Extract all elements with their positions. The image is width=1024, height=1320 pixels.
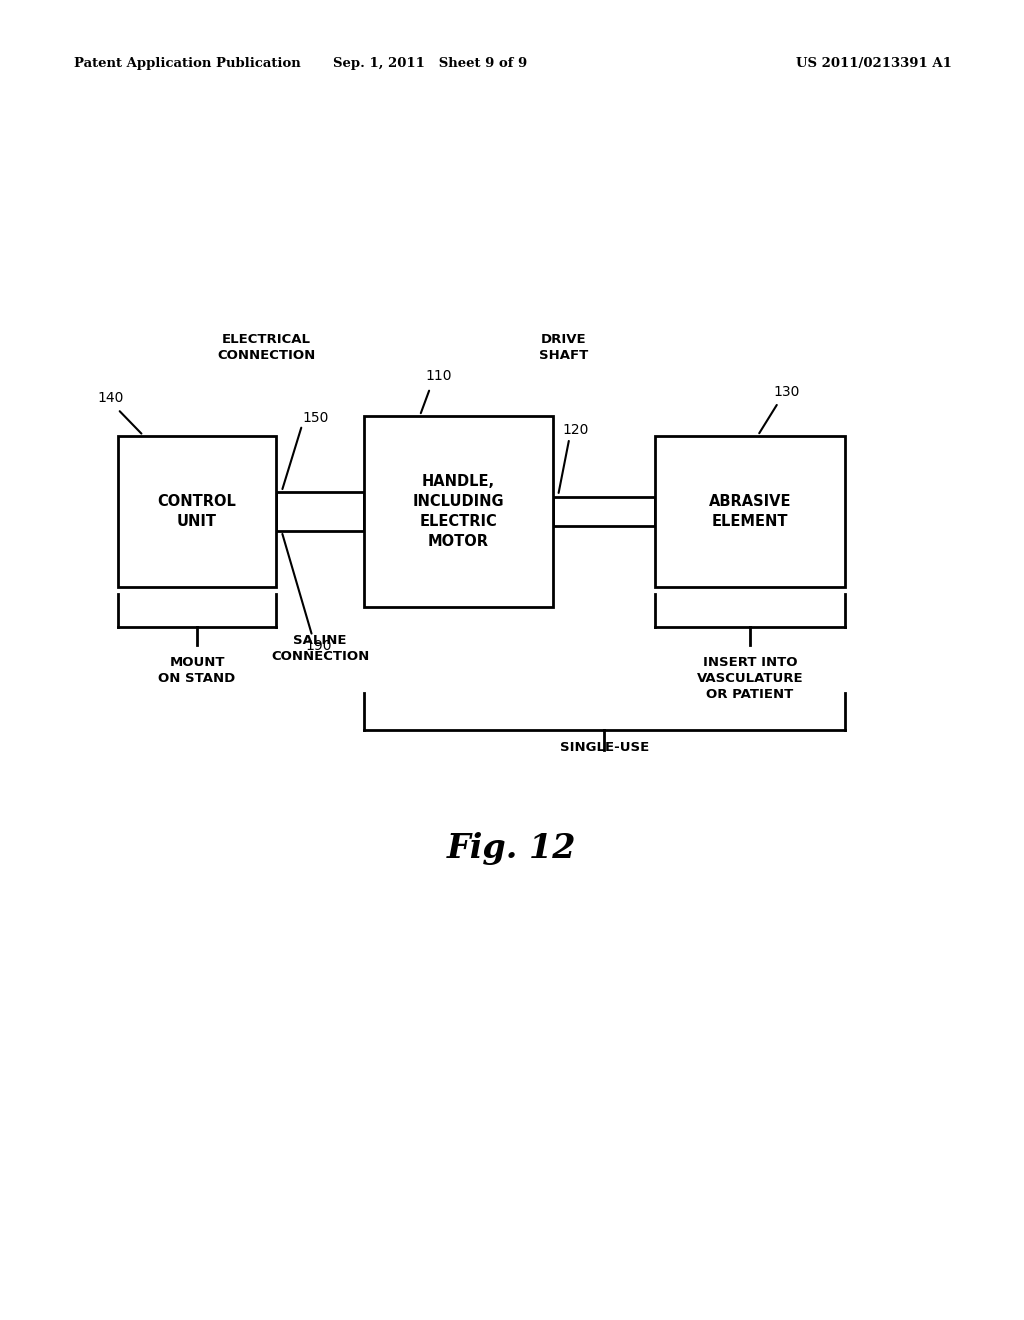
Bar xyxy=(364,416,553,607)
Bar xyxy=(553,496,655,525)
Text: 110: 110 xyxy=(425,368,452,383)
Text: 190: 190 xyxy=(305,639,332,653)
Text: DRIVE
SHAFT: DRIVE SHAFT xyxy=(539,333,588,362)
Text: Patent Application Publication: Patent Application Publication xyxy=(74,57,300,70)
Text: ELECTRICAL
CONNECTION: ELECTRICAL CONNECTION xyxy=(217,333,315,362)
Text: CONTROL
UNIT: CONTROL UNIT xyxy=(158,494,237,529)
Text: Sep. 1, 2011   Sheet 9 of 9: Sep. 1, 2011 Sheet 9 of 9 xyxy=(333,57,527,70)
Text: 140: 140 xyxy=(97,391,124,405)
Text: 130: 130 xyxy=(773,384,800,399)
Text: SALINE
CONNECTION: SALINE CONNECTION xyxy=(271,634,369,663)
Bar xyxy=(655,436,845,587)
Text: INSERT INTO
VASCULATURE
OR PATIENT: INSERT INTO VASCULATURE OR PATIENT xyxy=(696,656,804,701)
Text: SINGLE-USE: SINGLE-USE xyxy=(559,741,649,754)
Text: US 2011/0213391 A1: US 2011/0213391 A1 xyxy=(797,57,952,70)
Bar xyxy=(276,491,364,531)
Text: MOUNT
ON STAND: MOUNT ON STAND xyxy=(159,656,236,685)
Text: Fig. 12: Fig. 12 xyxy=(447,832,577,865)
Text: ABRASIVE
ELEMENT: ABRASIVE ELEMENT xyxy=(709,494,792,529)
Bar xyxy=(118,436,276,587)
Text: HANDLE,
INCLUDING
ELECTRIC
MOTOR: HANDLE, INCLUDING ELECTRIC MOTOR xyxy=(413,474,504,549)
Text: 120: 120 xyxy=(562,422,589,437)
Text: 150: 150 xyxy=(302,411,329,425)
